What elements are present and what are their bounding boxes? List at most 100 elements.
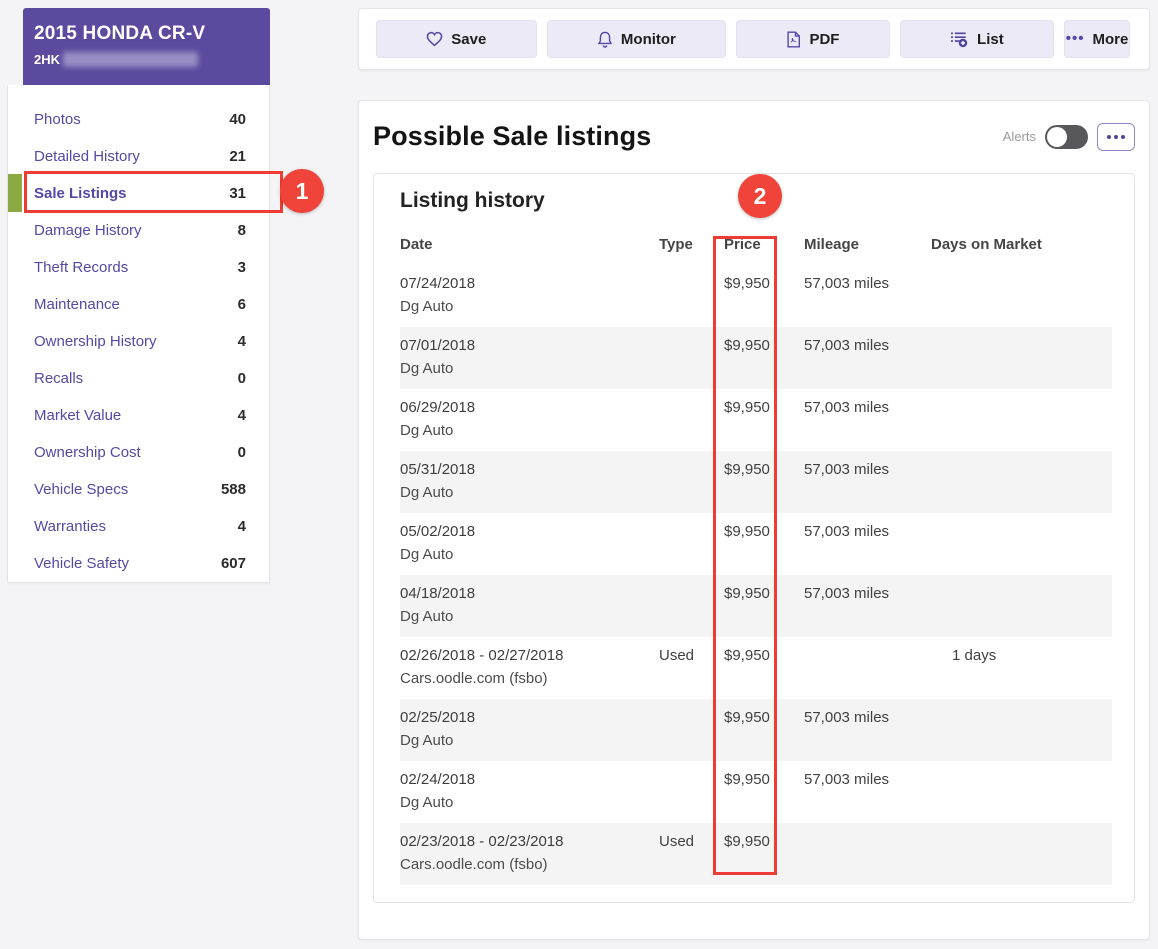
sidebar-item[interactable]: Market Value 4 bbox=[8, 397, 269, 434]
sidebar-item-label: Photos bbox=[34, 111, 81, 128]
pdf-file-icon bbox=[786, 30, 801, 48]
cell-price: $9,950 bbox=[724, 399, 770, 416]
sidebar-item[interactable]: Maintenance 6 bbox=[8, 286, 269, 323]
cell-date: 05/31/2018 Dg Auto bbox=[400, 461, 650, 513]
listing-source: Dg Auto bbox=[400, 794, 454, 811]
sidebar-item-count: 4 bbox=[237, 518, 246, 535]
table-row: 02/25/2018 Dg Auto $9,950 57,003 miles bbox=[400, 699, 1112, 761]
cell-mileage: 57,003 miles bbox=[804, 461, 890, 478]
cell-type bbox=[650, 771, 715, 823]
cell-days-on-market bbox=[929, 771, 1112, 823]
cell-price: $9,950 bbox=[724, 709, 770, 726]
listing-history-card: Listing history Date Type Price Mileage … bbox=[373, 173, 1135, 903]
cell-type bbox=[650, 585, 715, 637]
cell-price: $9,950 bbox=[724, 833, 770, 850]
sidebar-item[interactable]: Warranties 4 bbox=[8, 508, 269, 545]
table-row: 06/29/2018 Dg Auto $9,950 57,003 miles bbox=[400, 389, 1112, 451]
sidebar-item[interactable]: Ownership History 4 bbox=[8, 323, 269, 360]
sidebar-item[interactable]: Vehicle Safety 607 bbox=[8, 545, 269, 582]
sidebar-item-count: 21 bbox=[229, 148, 246, 165]
sidebar-item[interactable]: Recalls 0 bbox=[8, 360, 269, 397]
cell-mileage: 57,003 miles bbox=[804, 275, 890, 292]
listing-date: 02/25/2018 bbox=[400, 709, 476, 726]
sidebar-item-count: 0 bbox=[237, 370, 246, 387]
sidebar-item[interactable]: Detailed History 21 bbox=[8, 138, 269, 175]
column-header-date: Date bbox=[400, 236, 433, 253]
sidebar-item-count: 4 bbox=[237, 333, 246, 350]
vin-prefix: 2HK bbox=[34, 52, 61, 67]
cell-mileage: 57,003 miles bbox=[804, 337, 890, 354]
table-row: 02/24/2018 Dg Auto $9,950 57,003 miles bbox=[400, 761, 1112, 823]
cell-days-on-market bbox=[929, 523, 1112, 575]
sidebar-item-count: 31 bbox=[229, 185, 246, 202]
cell-price: $9,950 bbox=[724, 275, 770, 292]
cell-date: 04/18/2018 Dg Auto bbox=[400, 585, 650, 637]
sidebar-item-label: Recalls bbox=[34, 370, 84, 387]
cell-price: $9,950 bbox=[724, 771, 770, 788]
sidebar-item-label: Theft Records bbox=[34, 259, 129, 276]
listing-source: Dg Auto bbox=[400, 608, 454, 625]
cell-price: $9,950 bbox=[724, 585, 770, 602]
listing-date: 02/24/2018 bbox=[400, 771, 476, 788]
listing-source: Dg Auto bbox=[400, 732, 454, 749]
sidebar-item[interactable]: Theft Records 3 bbox=[8, 249, 269, 286]
sidebar-item-label: Maintenance bbox=[34, 296, 120, 313]
alerts-toggle[interactable] bbox=[1045, 124, 1088, 149]
bell-icon bbox=[597, 31, 613, 48]
cell-mileage: 57,003 miles bbox=[804, 523, 890, 540]
pdf-button[interactable]: PDF bbox=[736, 20, 890, 58]
cell-days-on-market bbox=[929, 833, 1112, 885]
listing-date: 06/29/2018 bbox=[400, 399, 476, 416]
listing-date: 05/31/2018 bbox=[400, 461, 476, 478]
listing-date: 04/18/2018 bbox=[400, 585, 476, 602]
listing-source: Dg Auto bbox=[400, 360, 454, 377]
cell-type: Used bbox=[659, 833, 695, 850]
save-button[interactable]: Save bbox=[376, 20, 537, 58]
cell-date: 07/01/2018 Dg Auto bbox=[400, 337, 650, 389]
ellipsis-icon: ••• bbox=[1065, 30, 1085, 47]
listing-source: Cars.oodle.com (fsbo) bbox=[400, 670, 548, 687]
sidebar-item-label: Market Value bbox=[34, 407, 122, 424]
sidebar-item-label: Detailed History bbox=[34, 148, 140, 165]
alerts-toggle-knob bbox=[1047, 126, 1067, 147]
section-options-button[interactable] bbox=[1097, 122, 1135, 151]
cell-mileage: 57,003 miles bbox=[804, 771, 890, 788]
sidebar-item[interactable]: Damage History 8 bbox=[8, 212, 269, 249]
action-toolbar: Save Monitor PDF List ••• More bbox=[358, 8, 1150, 70]
cell-date: 02/26/2018 - 02/27/2018 Cars.oodle.com (… bbox=[400, 647, 650, 699]
sidebar-item[interactable]: Sale Listings 31 bbox=[8, 175, 269, 212]
sidebar-item-count: 6 bbox=[237, 296, 246, 313]
sidebar-item[interactable]: Ownership Cost 0 bbox=[8, 434, 269, 471]
table-row: 05/31/2018 Dg Auto $9,950 57,003 miles bbox=[400, 451, 1112, 513]
sidebar-item-label: Vehicle Safety bbox=[34, 555, 130, 572]
cell-days-on-market bbox=[929, 337, 1112, 389]
sidebar-item[interactable]: Photos 40 bbox=[8, 101, 269, 138]
monitor-button[interactable]: Monitor bbox=[546, 20, 727, 58]
cell-days-on-market bbox=[929, 709, 1112, 761]
cell-type bbox=[650, 275, 715, 327]
table-row: 05/02/2018 Dg Auto $9,950 57,003 miles bbox=[400, 513, 1112, 575]
listing-history-table: Date Type Price Mileage Days on Market 0… bbox=[400, 236, 1112, 885]
more-button[interactable]: ••• More bbox=[1064, 20, 1131, 58]
table-row: 02/26/2018 - 02/27/2018 Cars.oodle.com (… bbox=[400, 637, 1112, 699]
sidebar-item-label: Ownership Cost bbox=[34, 444, 141, 461]
cell-date: 06/29/2018 Dg Auto bbox=[400, 399, 650, 451]
cell-days-on-market bbox=[929, 461, 1112, 513]
cell-mileage: 57,003 miles bbox=[804, 585, 890, 602]
table-body: 07/24/2018 Dg Auto $9,950 57,003 miles 0… bbox=[400, 265, 1112, 885]
cell-date: 05/02/2018 Dg Auto bbox=[400, 523, 650, 575]
page-title: Possible Sale listings bbox=[373, 121, 652, 151]
sidebar-item-count: 8 bbox=[237, 222, 246, 239]
content-header: Possible Sale listings Alerts bbox=[359, 101, 1149, 152]
heart-icon bbox=[426, 31, 443, 47]
cell-mileage bbox=[779, 833, 929, 885]
cell-days-on-market bbox=[929, 585, 1112, 637]
list-add-icon bbox=[950, 31, 969, 48]
sidebar-item[interactable]: Vehicle Specs 588 bbox=[8, 471, 269, 508]
sidebar-item-count: 4 bbox=[237, 407, 246, 424]
list-button[interactable]: List bbox=[899, 20, 1055, 58]
listing-date: 02/26/2018 - 02/27/2018 bbox=[400, 647, 564, 664]
sidebar-nav: Photos 40 Detailed History 21 Sale Listi… bbox=[7, 85, 270, 583]
cell-mileage bbox=[779, 647, 929, 699]
sidebar-item-label: Damage History bbox=[34, 222, 142, 239]
